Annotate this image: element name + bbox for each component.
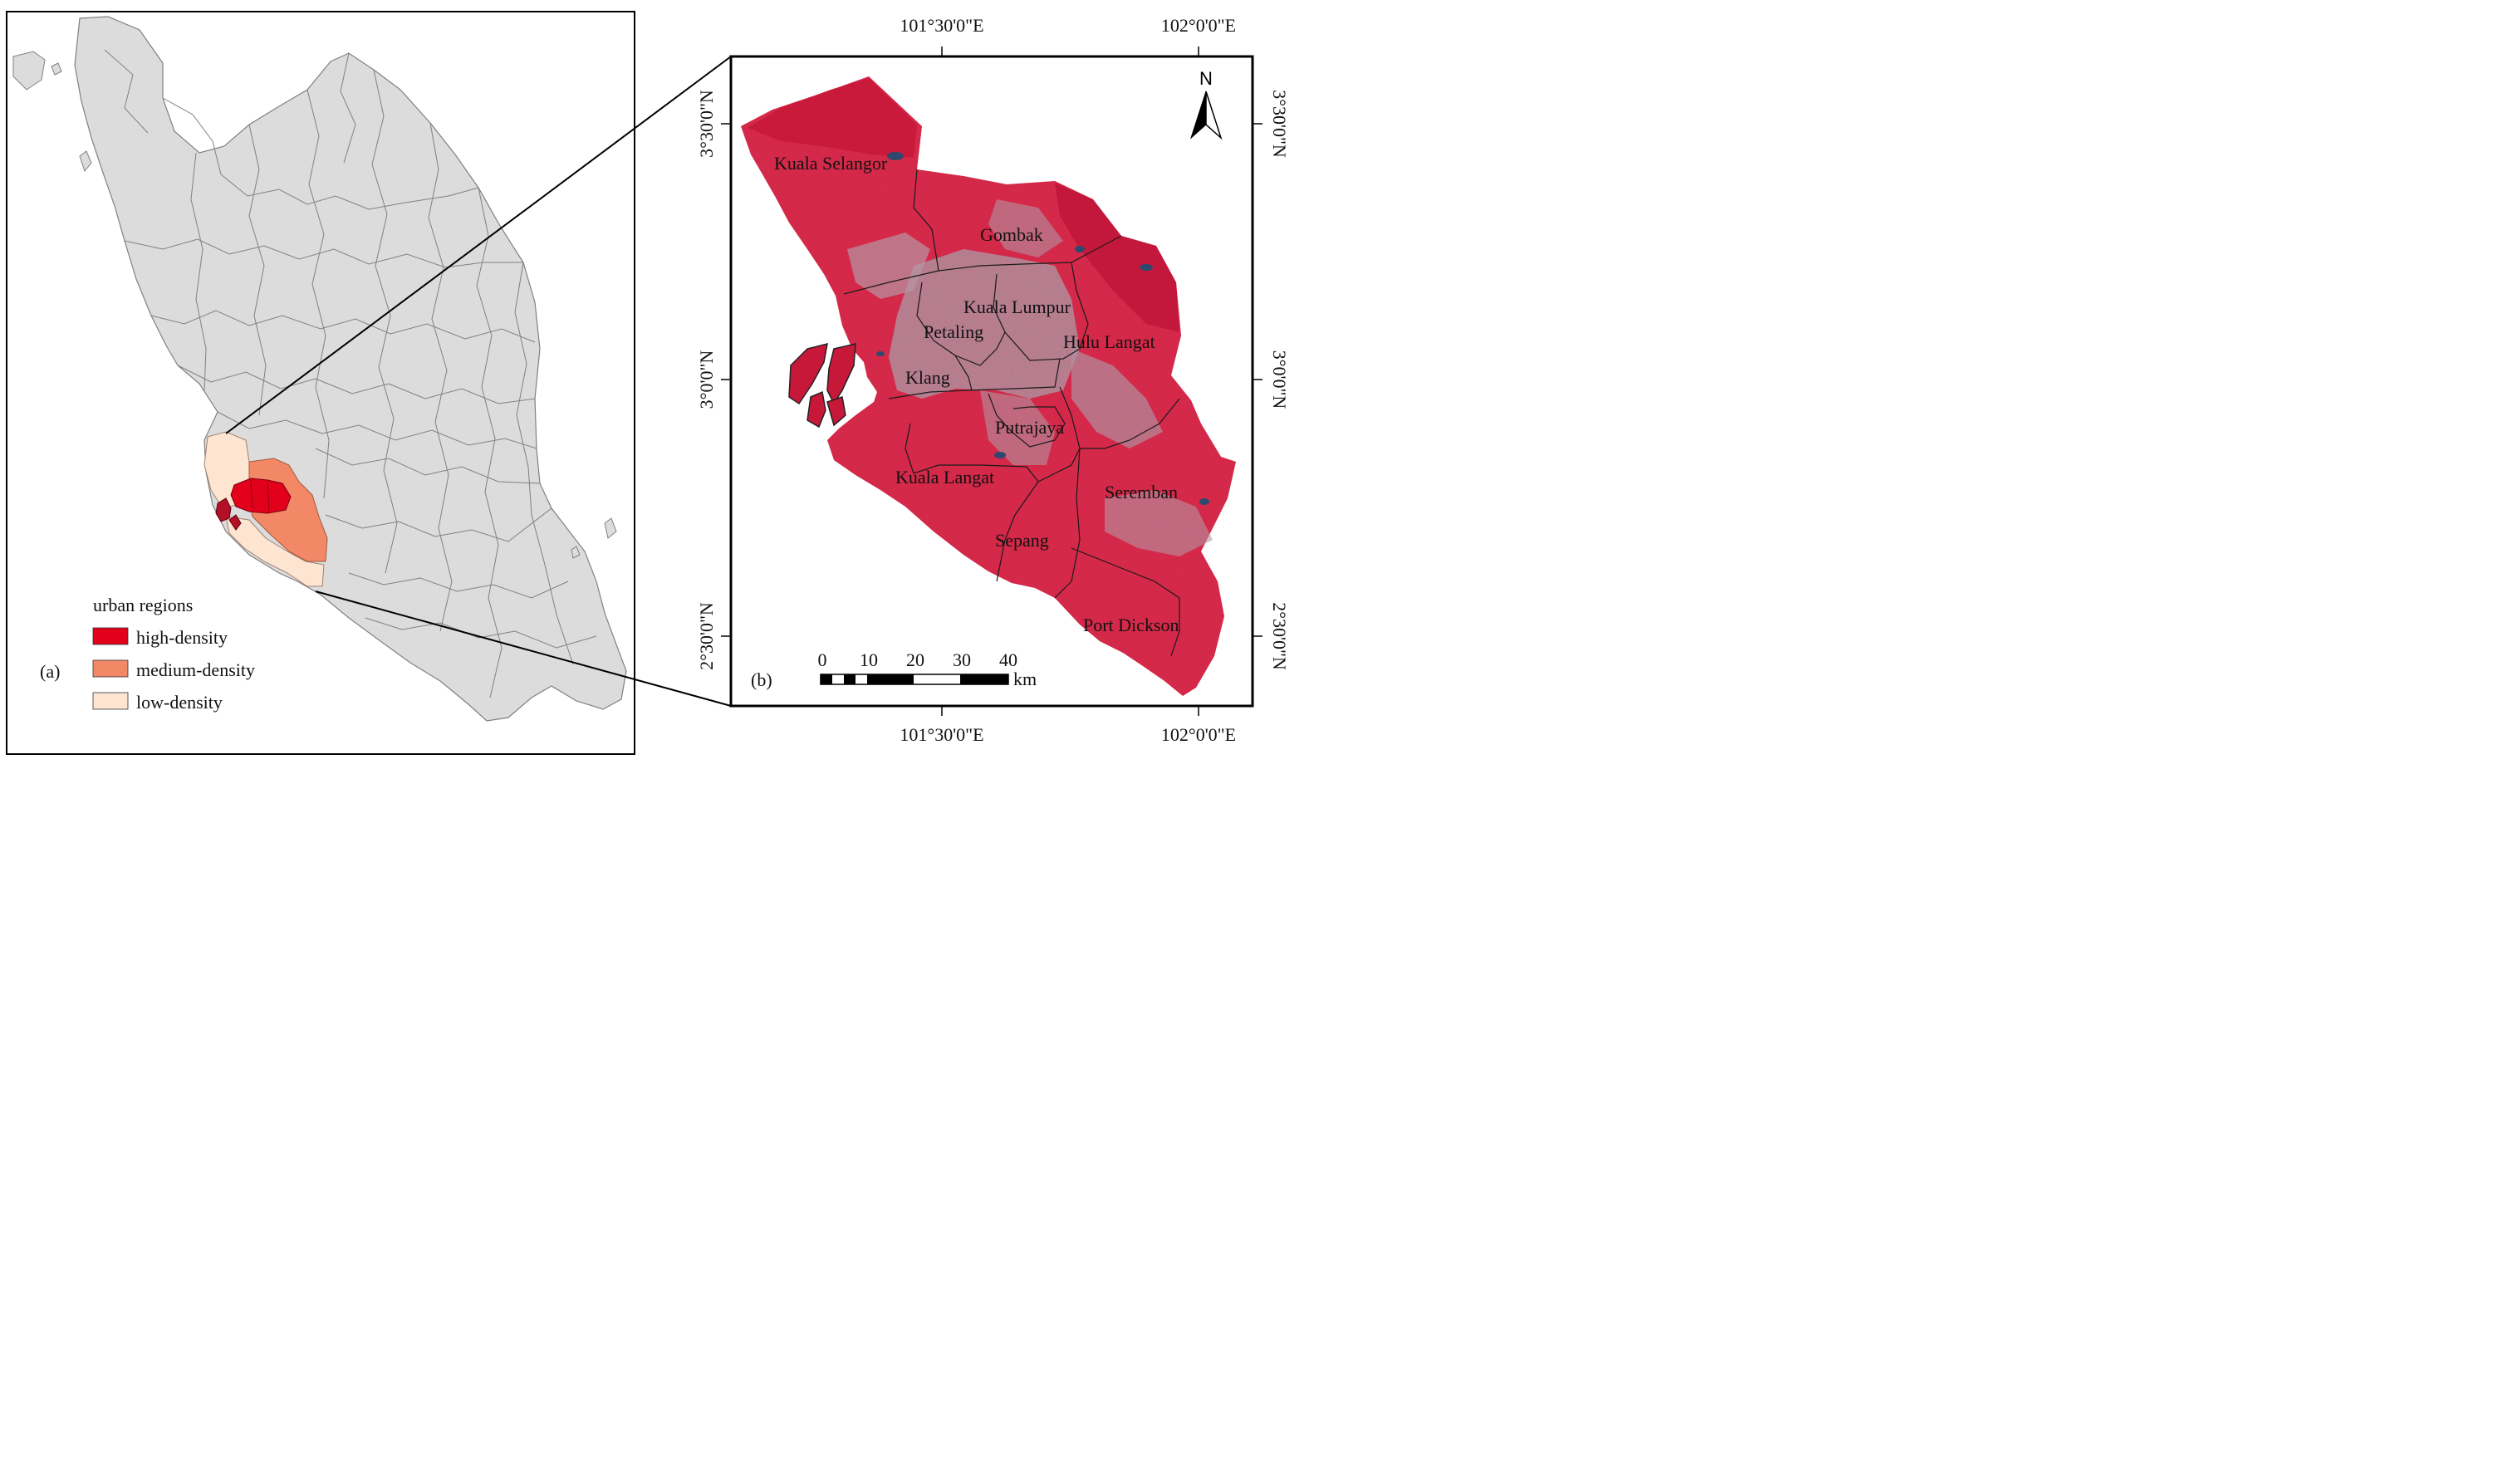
legend-label-medium: medium-density — [136, 659, 255, 680]
lat-left-1: 3°30'0"N — [696, 90, 717, 158]
legend: urban regions high-density medium-densit… — [92, 595, 255, 713]
high-density-islands-a — [215, 497, 232, 522]
penang-island — [79, 150, 92, 173]
coastal-islands — [788, 342, 856, 429]
legend-title: urban regions — [93, 595, 193, 615]
dark-vegetation-north — [748, 78, 917, 158]
lon-bottom-1: 101°30'0"E — [900, 724, 983, 745]
lat-left-2: 3°0'0"N — [696, 350, 717, 409]
water-bodies — [876, 152, 1209, 505]
graticule-ticks — [721, 47, 1262, 716]
scale-tick-10: 10 — [860, 649, 878, 670]
urban-core — [847, 199, 1213, 556]
district-port-dickson: Port Dickson — [1083, 615, 1179, 635]
urban-regions — [203, 431, 328, 587]
legend-swatch-medium — [92, 659, 129, 678]
north-arrow-label: N — [1199, 68, 1213, 89]
high-density-islands-b — [228, 514, 242, 531]
lat-left-3: 2°30'0"N — [696, 602, 717, 670]
scale-unit: km — [1013, 669, 1037, 689]
scale-tick-20: 20 — [906, 649, 924, 670]
tioman-island — [604, 517, 617, 539]
district-klang: Klang — [905, 367, 950, 388]
district-hulu-langat: Hulu Langat — [1063, 331, 1155, 352]
lat-right-2: 3°0'0"N — [1269, 350, 1290, 409]
scale-tick-30: 30 — [953, 649, 971, 670]
langkawi-island — [12, 51, 46, 91]
scale-tick-0: 0 — [818, 649, 827, 670]
district-lines — [843, 169, 1180, 657]
dark-vegetation-east — [1055, 183, 1179, 332]
inset-connector-lines — [225, 56, 732, 707]
panel-b: Kuala Selangor Gombak Kuala Lumpur Petal… — [696, 15, 1290, 745]
district-petaling: Petaling — [924, 321, 983, 342]
district-labels: Kuala Selangor Gombak Kuala Lumpur Petal… — [774, 153, 1179, 635]
east-islet — [571, 546, 581, 559]
district-seremban: Seremban — [1105, 482, 1178, 502]
panel-a: urban regions high-density medium-densit… — [6, 11, 635, 755]
district-kuala-selangor: Kuala Selangor — [774, 153, 888, 174]
legend-label-low: low-density — [136, 692, 223, 713]
graticule-labels: 101°30'0"E 102°0'0"E 101°30'0"E 102°0'0"… — [696, 15, 1290, 745]
lon-bottom-2: 102°0'0"E — [1161, 724, 1236, 745]
lat-right-3: 2°30'0"N — [1269, 602, 1290, 670]
legend-swatch-low — [92, 692, 129, 710]
district-kuala-lumpur: Kuala Lumpur — [963, 296, 1071, 317]
north-arrow: N — [1189, 68, 1223, 140]
lon-top-2: 102°0'0"E — [1161, 15, 1236, 36]
scale-bar: 0 10 20 30 40 km — [818, 649, 1037, 689]
lat-right-1: 3°30'0"N — [1269, 90, 1290, 158]
legend-label-high: high-density — [136, 627, 228, 648]
peninsula-landmass — [74, 16, 627, 722]
small-island-west — [51, 62, 62, 76]
scale-tick-40: 40 — [999, 649, 1017, 670]
high-density-region — [230, 478, 292, 514]
legend-swatch-high — [92, 627, 129, 645]
district-kuala-langat: Kuala Langat — [895, 467, 994, 488]
panel-a-label: (a) — [40, 661, 60, 682]
panel-b-label: (b) — [751, 669, 772, 690]
district-gombak: Gombak — [980, 224, 1043, 245]
lon-top-1: 101°30'0"E — [900, 15, 983, 36]
district-putrajaya: Putrajaya — [995, 417, 1064, 438]
low-density-region-south — [225, 516, 325, 587]
district-sepang: Sepang — [995, 530, 1049, 551]
district-boundaries — [104, 49, 597, 698]
